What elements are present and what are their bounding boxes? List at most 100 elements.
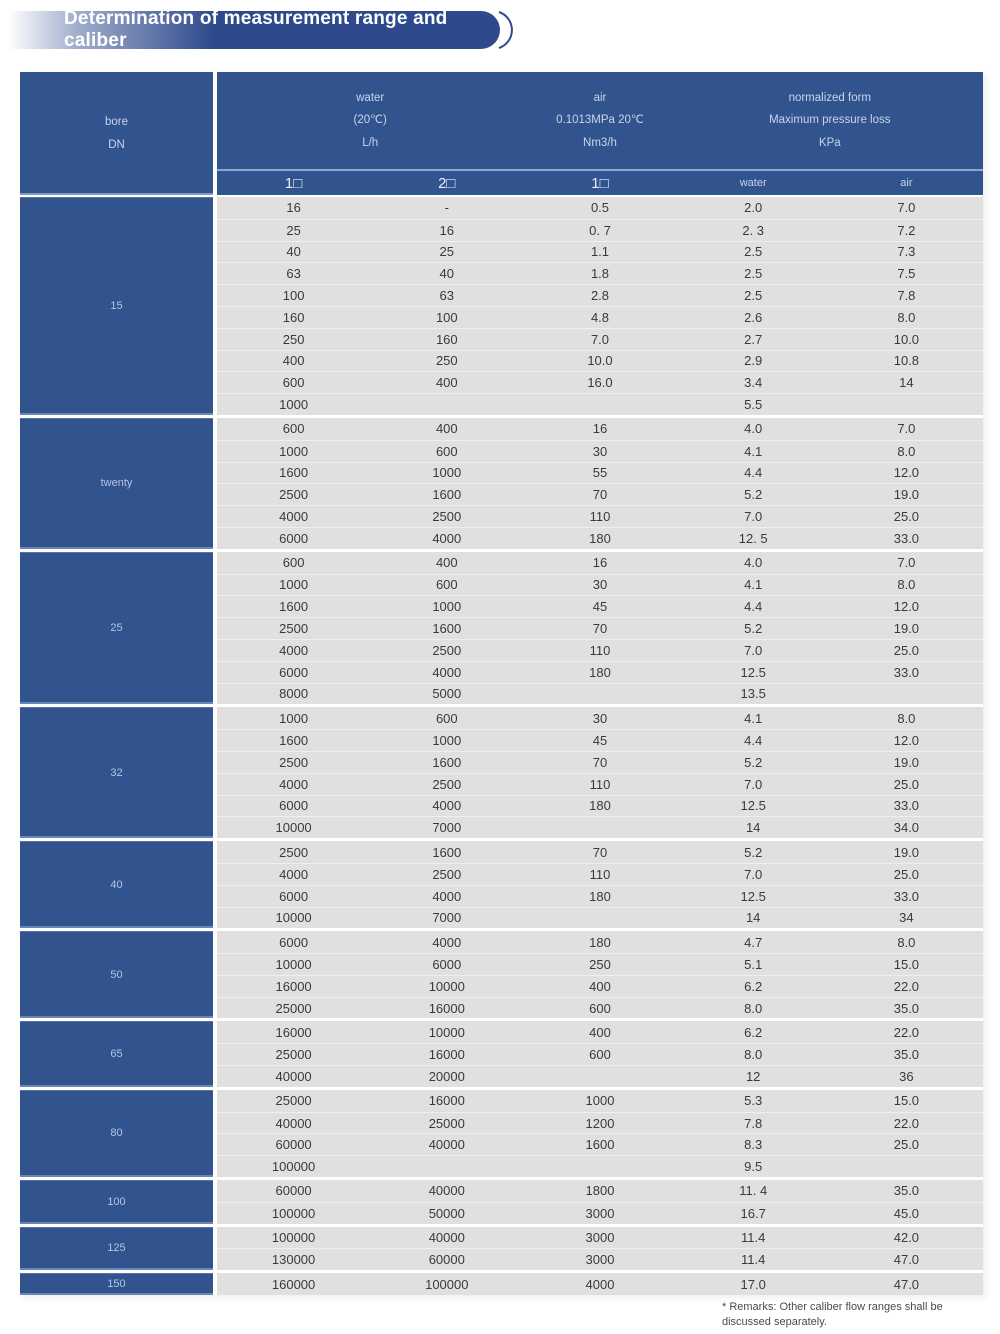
table-cell: 10.0: [587, 353, 613, 369]
table-cell: 4000: [432, 888, 462, 904]
table-cell: 14: [899, 375, 914, 391]
table-cell: 600: [435, 577, 458, 593]
table-cell: 3000: [585, 1205, 615, 1221]
table-cell: 16: [592, 421, 608, 437]
water-group-line: (20℃): [353, 114, 387, 127]
table-cell: 22.0: [893, 978, 920, 994]
section-rows: 6000 4000 180 4.7 8.0 10000 6000 250 5.1 15.0 1600…: [217, 931, 983, 1019]
table-cell: 42.0: [893, 1230, 920, 1246]
table-cell: 33.0: [893, 798, 920, 814]
table-row: 25000 16000 600 8.0 35.0: [217, 996, 983, 1019]
table-cell: 17.0: [740, 1276, 766, 1292]
table-cell: 110: [589, 509, 611, 525]
table-cell: 10.0: [893, 331, 920, 347]
table-cell: 250: [589, 956, 611, 972]
table-cell: 10.8: [893, 353, 920, 369]
table-cell: 30: [592, 710, 608, 726]
table-cell: 47.0: [893, 1252, 920, 1268]
table-cell: 7.0: [590, 331, 610, 347]
section-rows: 16 - 0.5 2.0 7.0 25 16 0. 7 2. 3 7.2 40 25 1.1 2.5 7.3…: [217, 197, 983, 415]
dn-cell: 15: [20, 197, 213, 415]
table-cell: 2500: [432, 642, 462, 658]
section-rows: 600 400 16 4.0 7.0 1000 600 30 4.1 8.0 1600 1000 45 4…: [217, 551, 983, 705]
table-cell: 400: [282, 353, 305, 369]
table-cell: 1.1: [590, 244, 610, 260]
table-cell: 4.4: [744, 733, 763, 749]
table-row: 16000 10000 400 6.2 22.0: [217, 1021, 983, 1043]
water-group-header: water (20℃) L/h: [217, 72, 523, 169]
table-cell: 400: [435, 375, 458, 391]
subheader-col4: water: [739, 177, 767, 189]
table-cell: 2500: [432, 866, 462, 882]
table-cell: 0.5: [590, 200, 610, 216]
table-cell: 25000: [275, 1000, 312, 1016]
table-cell: 19.0: [893, 487, 920, 503]
table-row: 10000 7000 14 34: [217, 906, 983, 929]
table-cell: 2.8: [590, 288, 610, 304]
subheader-col1: 1□: [284, 174, 303, 192]
table-cell: 33.0: [893, 888, 920, 904]
table-row: 2500 1600 70 5.2 19.0: [217, 483, 983, 505]
table-section: 125 100000 40000 3000 11.4 42.0 130000 60000 300…: [20, 1226, 983, 1271]
table-cell: 3.4: [744, 375, 763, 391]
table-row: 6000 4000 180 12.5 33.0: [217, 794, 983, 817]
table-cell: 16000: [428, 1093, 465, 1109]
table-cell: 22.0: [893, 1115, 920, 1131]
table-row: 63 40 1.8 2.5 7.5: [217, 262, 983, 284]
table-cell: 100000: [271, 1205, 316, 1221]
table-cell: 7.0: [897, 200, 916, 216]
table-cell: -: [444, 200, 449, 216]
table-cell: 2500: [432, 509, 462, 525]
table-row: 40000 25000 1200 7.8 22.0: [217, 1111, 983, 1134]
table-cell: 10000: [275, 956, 312, 972]
dn-cell: 80: [20, 1089, 213, 1178]
table-row: 600 400 16.0 3.4 14: [217, 371, 983, 393]
table-row: 160000 100000 4000 17.0 47.0: [217, 1273, 983, 1295]
measurement-table: bore DN water (20℃) L/h air 0.1013MPa 20…: [20, 72, 983, 1296]
table-cell: 9.5: [744, 1159, 763, 1175]
table-row: 1000 600 30 4.1 8.0: [217, 439, 983, 462]
table-cell: 12.0: [893, 465, 920, 481]
table-cell: 2.7: [744, 331, 763, 347]
table-section: 80 25000 16000 1000 5.3 15.0 40000 25000 1200 7.8…: [20, 1089, 983, 1178]
table-row: 1000 600 30 4.1 8.0: [217, 707, 983, 729]
table-cell: 180: [589, 888, 611, 904]
table-cell: 100000: [271, 1230, 316, 1246]
table-cell: 16000: [275, 978, 312, 994]
page-title-banner: Determination of measurement range and c…: [8, 8, 500, 51]
table-cell: 63: [439, 288, 455, 304]
table-cell: 6000: [432, 956, 462, 972]
table-cell: 6000: [279, 888, 309, 904]
subheader-col5: air: [900, 177, 913, 189]
table-cell: 8.0: [744, 1000, 763, 1016]
table-header: bore DN water (20℃) L/h air 0.1013MPa 20…: [20, 72, 983, 195]
table-cell: 25000: [275, 1093, 312, 1109]
table-cell: 45.0: [893, 1205, 920, 1221]
table-cell: 30: [592, 443, 608, 459]
table-cell: 8.0: [897, 443, 916, 459]
table-cell: 6000: [279, 798, 309, 814]
table-cell: 6000: [279, 664, 309, 680]
table-cell: 47.0: [893, 1276, 920, 1292]
table-cell: 8.0: [897, 309, 916, 325]
table-cell: 2500: [279, 487, 309, 503]
table-row: 2500 1600 70 5.2 19.0: [217, 750, 983, 773]
table-cell: 8.0: [897, 934, 916, 950]
table-cell: 40: [439, 266, 455, 282]
table-cell: 1600: [279, 733, 309, 749]
table-cell: 1600: [432, 754, 462, 770]
normalized-group-line: Maximum pressure loss: [769, 114, 891, 127]
table-cell: 100: [282, 288, 305, 304]
table-cell: 16: [592, 555, 608, 571]
table-cell: 13.5: [740, 686, 766, 702]
section-rows: 160000 100000 4000 17.0 47.0: [217, 1273, 983, 1296]
table-cell: 1600: [432, 487, 462, 503]
normalized-group-line: KPa: [818, 136, 841, 149]
table-cell: 4.7: [744, 934, 763, 950]
dn-cell: 150: [20, 1273, 213, 1296]
dn-cell: 50: [20, 931, 213, 1019]
table-cell: 2.5: [744, 266, 763, 282]
table-cell: 110: [589, 866, 611, 882]
table-cell: 25000: [428, 1115, 465, 1131]
